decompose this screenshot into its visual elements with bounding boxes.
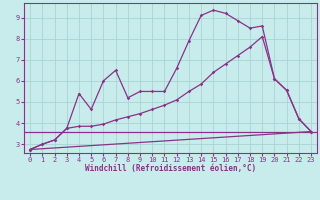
X-axis label: Windchill (Refroidissement éolien,°C): Windchill (Refroidissement éolien,°C) — [85, 164, 256, 173]
